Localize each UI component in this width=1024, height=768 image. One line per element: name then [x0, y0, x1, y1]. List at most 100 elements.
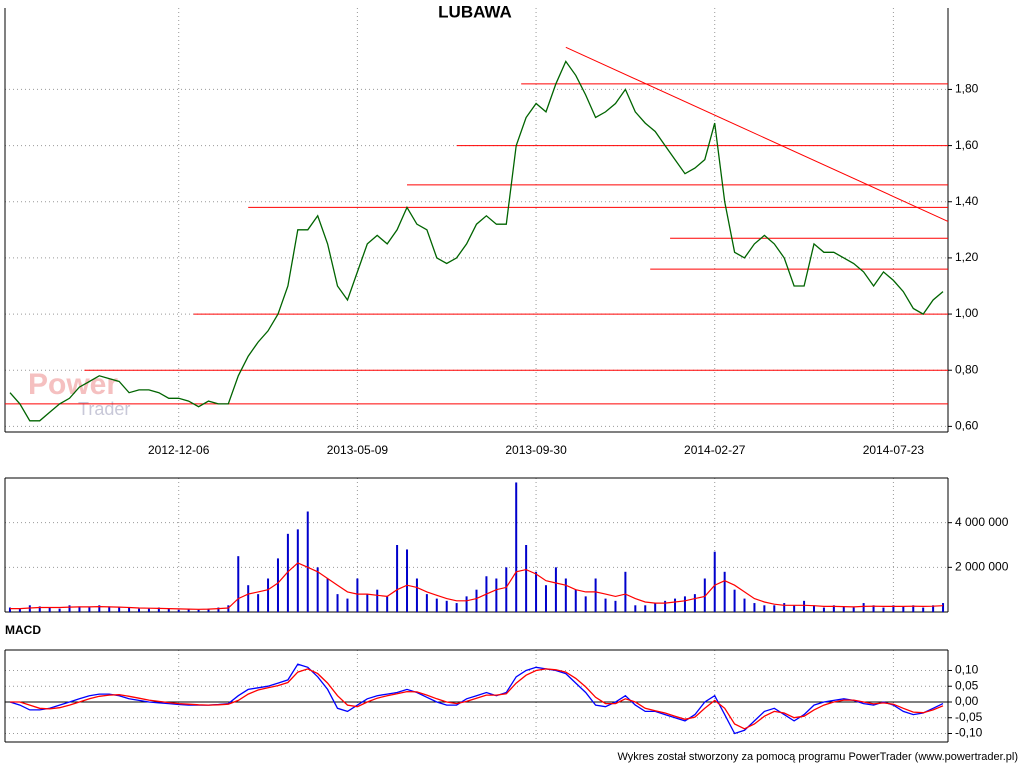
y-tick-label: 0,10: [955, 663, 979, 677]
x-tick-label: 2012-12-06: [148, 443, 210, 457]
volume-bar: [763, 605, 766, 612]
x-tick-label: 2013-05-09: [327, 443, 389, 457]
volume-bar: [366, 594, 369, 612]
volume-bar: [386, 596, 389, 612]
volume-bar: [138, 608, 141, 612]
volume-bar: [296, 529, 299, 612]
volume-bar: [664, 600, 667, 612]
volume-bar: [842, 606, 845, 612]
y-tick-label: 0,05: [955, 678, 979, 692]
volume-bar: [912, 605, 915, 612]
volume-bar: [18, 608, 21, 612]
volume-bar: [187, 608, 190, 612]
volume-bar: [177, 609, 180, 612]
volume-bar: [882, 607, 885, 612]
volume-bar: [743, 598, 746, 612]
volume-bar: [892, 605, 895, 612]
volume-average: [10, 562, 944, 610]
volume-bar: [773, 605, 776, 612]
volume-bar: [267, 578, 270, 612]
x-tick-label: 2014-07-23: [863, 443, 925, 457]
volume-bar: [217, 607, 220, 612]
volume-bar: [535, 571, 538, 612]
volume-bar: [88, 607, 91, 612]
volume-bar: [227, 605, 230, 612]
footer: Wykres został stworzony za pomocą progra…: [617, 751, 1018, 763]
volume-bar: [783, 603, 786, 612]
volume-bar: [147, 608, 150, 612]
volume-bar: [376, 589, 379, 612]
panel-title: MACD: [5, 623, 41, 637]
volume-bar: [326, 578, 329, 612]
volume-bar: [922, 607, 925, 612]
volume-bar: [584, 596, 587, 612]
volume-bar: [753, 603, 756, 612]
macd-line: [9, 663, 944, 735]
volume-bar: [445, 600, 448, 612]
watermark: Power: [28, 368, 118, 401]
y-tick-label: 4 000 000: [955, 515, 1009, 529]
price-line: [9, 60, 944, 422]
volume-bar: [68, 605, 71, 612]
volume-bar: [793, 605, 796, 612]
volume-bar: [28, 605, 31, 612]
volume-bar: [614, 600, 617, 612]
volume-bar: [495, 578, 498, 612]
volume-bar: [832, 605, 835, 612]
volume-bar: [8, 607, 11, 612]
volume-bar: [544, 585, 547, 612]
volume-bar: [822, 607, 825, 612]
volume-bar: [852, 607, 855, 612]
volume-bar: [942, 603, 945, 612]
volume-bar: [475, 589, 478, 612]
volume-bar: [594, 578, 597, 612]
volume-bar: [58, 608, 61, 612]
volume-bar: [872, 605, 875, 612]
volume-bar: [306, 511, 309, 612]
volume-bar: [435, 598, 438, 612]
volume-bar: [356, 578, 359, 612]
volume-bar: [902, 606, 905, 612]
volume-bar: [634, 605, 637, 612]
volume-bar: [98, 605, 101, 612]
volume-bar: [733, 589, 736, 612]
volume-bar: [167, 608, 170, 612]
volume-bar: [118, 607, 121, 612]
x-tick-label: 2013-09-30: [505, 443, 567, 457]
volume-bar: [197, 609, 200, 612]
volume-bar: [425, 594, 428, 612]
volume-bar: [515, 482, 518, 612]
volume-bar: [554, 567, 557, 612]
volume-bar: [108, 606, 111, 612]
volume-bar: [574, 589, 577, 612]
volume-bar: [654, 603, 657, 612]
volume-bar: [703, 578, 706, 612]
volume-bar: [683, 596, 686, 612]
y-tick-label: 0,80: [955, 362, 979, 376]
volume-bar: [803, 600, 806, 612]
volume-bar: [336, 594, 339, 612]
volume-bar: [286, 533, 289, 612]
y-tick-label: -0,05: [955, 710, 983, 724]
y-tick-label: 2 000 000: [955, 560, 1009, 574]
watermark: Trader: [78, 399, 130, 419]
volume-bar: [157, 607, 160, 612]
volume-bar: [564, 578, 567, 612]
volume-bar: [862, 603, 865, 612]
volume-bar: [465, 596, 468, 612]
y-tick-label: -0,10: [955, 726, 983, 740]
volume-bar: [257, 594, 260, 612]
chart-title: LUBAWA: [438, 2, 512, 21]
volume-bar: [78, 606, 81, 612]
volume-bar: [237, 556, 240, 612]
volume-bar: [276, 558, 279, 612]
volume-bar: [693, 594, 696, 612]
volume-bar: [713, 551, 716, 612]
volume-bar: [525, 545, 528, 612]
volume-bar: [346, 598, 349, 612]
y-tick-label: 1,80: [955, 82, 979, 96]
y-tick-label: 1,20: [955, 250, 979, 264]
y-tick-label: 1,40: [955, 194, 979, 208]
